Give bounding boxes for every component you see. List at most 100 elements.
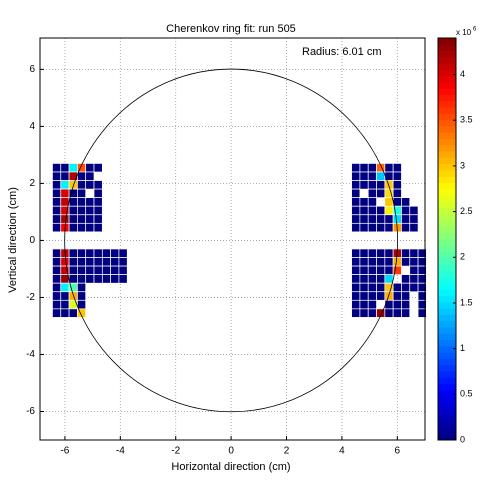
colorbar-segment: [438, 56, 456, 64]
colorbar-segment: [438, 195, 456, 202]
y-tick-label: -2: [26, 292, 35, 303]
colorbar-segment: [438, 377, 456, 384]
cell: [392, 291, 402, 301]
cell: [384, 171, 394, 181]
cell: [359, 205, 369, 216]
cell: [376, 248, 386, 258]
cell: [392, 180, 402, 190]
cell: [367, 163, 377, 173]
cell: [52, 265, 62, 275]
cell: [409, 282, 419, 293]
cell: [401, 214, 411, 224]
cell: [367, 248, 377, 258]
cell: [52, 248, 62, 258]
cell: [60, 171, 70, 181]
cell: [367, 257, 377, 267]
cell: [110, 257, 120, 267]
cell: [367, 282, 377, 293]
y-tick-label: 0: [29, 235, 35, 246]
cell: [367, 265, 377, 275]
y-tick-label: -6: [26, 406, 35, 417]
colorbar-tick-label: 1.5: [460, 297, 473, 307]
cell: [52, 197, 62, 207]
colorbar-segment: [438, 44, 456, 52]
cell: [392, 257, 402, 267]
cell: [409, 205, 419, 216]
cell: [85, 257, 95, 267]
colorbar-frame: [437, 37, 457, 441]
cell: [52, 282, 62, 293]
cell: [93, 197, 103, 207]
cell: [376, 171, 386, 181]
cell: [376, 265, 386, 275]
cell: [401, 222, 411, 233]
cell: [60, 214, 70, 224]
cell: [401, 282, 411, 293]
cell: [409, 248, 419, 258]
cell: [52, 214, 62, 224]
colorbar-segment: [438, 169, 456, 177]
colorbar-segment: [438, 220, 456, 227]
colorbar-segment: [438, 314, 456, 322]
colorbar-segment: [438, 333, 456, 340]
cell: [52, 163, 62, 173]
colorbar-tick-label: 3.5: [460, 115, 473, 125]
colorbar-segment: [438, 81, 456, 89]
colorbar-segment: [438, 396, 456, 403]
colorbar-segment: [438, 389, 456, 397]
colorbar-segment: [438, 182, 456, 190]
cell: [60, 180, 70, 190]
cell: [384, 163, 394, 173]
y-axis-label: Vertical direction (cm): [7, 187, 19, 293]
y-tick-label: 4: [29, 121, 35, 132]
colorbar-segment: [438, 383, 456, 391]
colorbar-segment: [438, 270, 456, 278]
cell: [93, 265, 103, 275]
cell: [93, 163, 103, 173]
cell: [68, 197, 78, 207]
cell: [77, 180, 87, 190]
cell: [384, 274, 394, 284]
annotation: Radius: 6.01 cm: [302, 46, 381, 58]
colorbar-segment: [438, 213, 456, 221]
cell: [110, 274, 120, 284]
cell: [376, 180, 386, 190]
colorbar-segment: [438, 163, 456, 171]
cell: [68, 274, 78, 284]
cell: [367, 188, 377, 199]
cell: [85, 171, 95, 181]
cell: [367, 197, 377, 207]
cell: [68, 265, 78, 275]
colorbar-segment: [438, 421, 456, 428]
cell: [77, 248, 87, 258]
cell: [68, 205, 78, 216]
cell: [351, 291, 361, 301]
cell: [93, 205, 103, 216]
colorbar-segment: [438, 414, 456, 422]
cell: [351, 265, 361, 275]
cell: [359, 265, 369, 275]
colorbar-segment: [438, 63, 456, 70]
cell: [392, 188, 402, 199]
cell: [384, 214, 394, 224]
colorbar-tick-label: 3: [460, 160, 465, 170]
cell: [118, 248, 128, 258]
cell: [93, 188, 103, 199]
cell: [52, 299, 62, 310]
cell: [77, 171, 87, 181]
cell: [384, 197, 394, 207]
colorbar-segment: [438, 144, 456, 152]
colorbar-segment: [438, 239, 456, 246]
cell: [68, 222, 78, 233]
colorbar-segment: [438, 370, 456, 378]
colorbar-segment: [438, 226, 456, 234]
cell: [52, 308, 62, 318]
plot-frame: [39, 37, 426, 441]
cell: [351, 274, 361, 284]
cell: [392, 163, 402, 173]
colorbar-exponent: 6: [473, 27, 477, 33]
cell: [401, 274, 411, 284]
cell: [384, 248, 394, 258]
colorbar-segment: [438, 264, 456, 271]
cell: [401, 299, 411, 310]
